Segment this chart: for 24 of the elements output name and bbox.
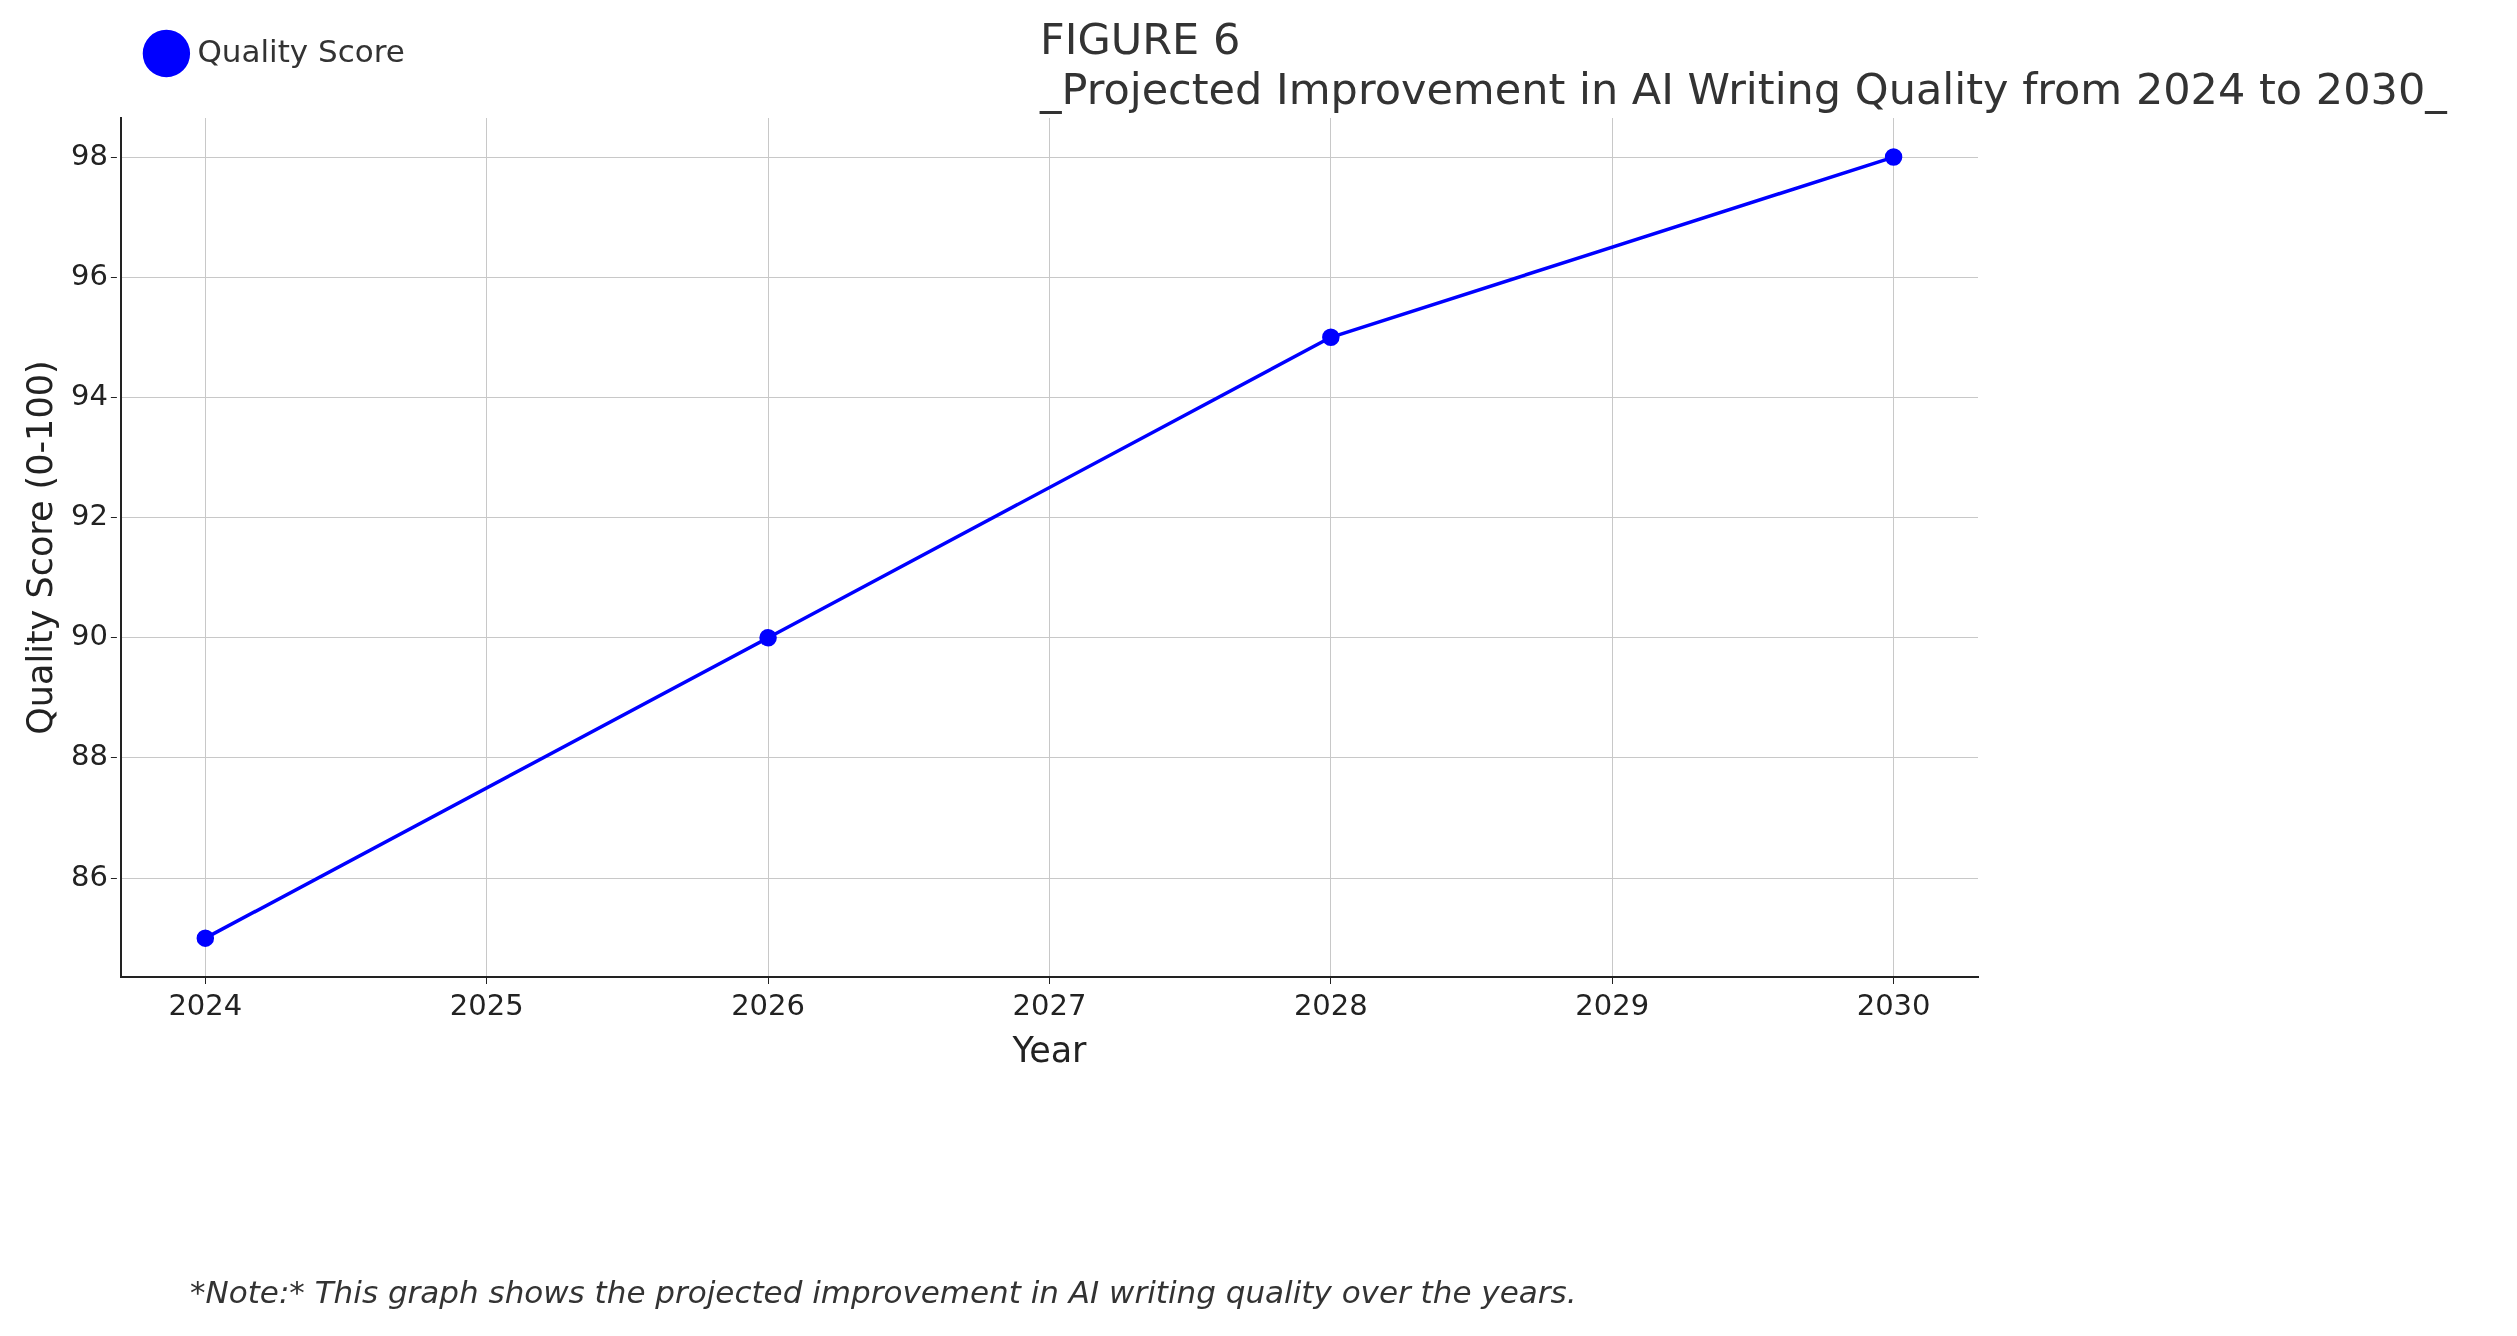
x-tick-label: 2029 xyxy=(1575,988,1650,1023)
chart-title: FIGURE 6 xyxy=(1040,14,1242,64)
legend-label: Quality Score xyxy=(197,32,405,69)
y-axis-title: Quality Score (0-100) xyxy=(20,360,61,735)
x-axis-title: Year xyxy=(1011,1030,1088,1071)
y-tick-label: 90 xyxy=(71,618,108,653)
x-tick-label: 2027 xyxy=(1012,988,1087,1023)
x-tick-label: 2030 xyxy=(1856,988,1931,1023)
y-tick-label: 88 xyxy=(71,738,108,773)
y-tick-label: 98 xyxy=(71,137,108,172)
x-tick-label: 2024 xyxy=(168,988,243,1023)
x-tick-label: 2026 xyxy=(731,988,805,1023)
chart-subtitle: _Projected Improvement in AI Writing Quality from 2024 to 2030_ xyxy=(1040,64,2447,114)
x-tick-label: 2028 xyxy=(1293,988,1368,1023)
y-tick-label: 96 xyxy=(71,257,108,292)
point xyxy=(1884,148,1903,166)
x-tick-label: 2025 xyxy=(449,988,524,1023)
y-tick-label: 86 xyxy=(71,858,108,893)
text: *Note:* This graph shows the projected improvement in AI writing quality over the years. xyxy=(190,1274,1577,1310)
y-tick-label: 94 xyxy=(71,377,108,412)
point xyxy=(196,929,215,947)
y-tick-label: 92 xyxy=(71,498,108,533)
point xyxy=(1322,328,1340,347)
point xyxy=(759,628,777,647)
